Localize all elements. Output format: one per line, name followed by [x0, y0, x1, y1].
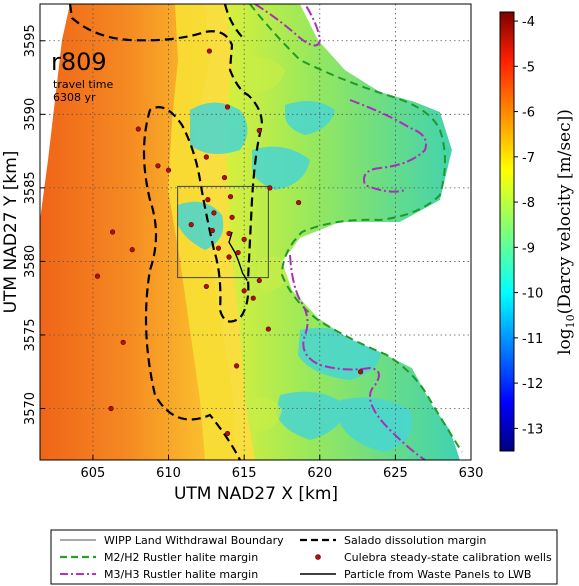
calibration-well	[221, 174, 228, 181]
m2h2-rustler-halite-margin	[249, 4, 463, 453]
colorbar-tick-label: -5	[522, 60, 535, 75]
calibration-well	[129, 247, 135, 253]
calibration-well	[109, 229, 116, 235]
calibration-well	[227, 194, 234, 200]
legend-label: M3/H3 Rustler halite margin	[104, 568, 258, 581]
legend-item: M2/H2 Rustler halite margin	[60, 551, 258, 564]
y-tick-label: 3575	[23, 318, 38, 351]
y-tick-label: 3570	[23, 392, 38, 425]
legend-label: M2/H2 Rustler halite margin	[104, 551, 258, 564]
calibration-well	[108, 405, 114, 412]
calibration-well	[135, 126, 141, 132]
calibration-well	[296, 199, 302, 206]
travel-time-value: 6308 yr	[53, 91, 96, 104]
calibration-well	[358, 369, 364, 375]
map-plot-area	[40, 4, 471, 460]
run-label: r809	[51, 48, 107, 76]
colorbar-tick-label: -4	[522, 15, 535, 30]
colorbar: -4 -5 -6 -7 -8 -9 -10 -11 -12 -13 log10(Darcy vel…	[499, 11, 577, 452]
colorbar-tick-label: -11	[522, 332, 543, 347]
legend-label: WIPP Land Withdrawal Boundary	[104, 534, 284, 547]
y-tick-label: 3590	[23, 98, 38, 131]
calibration-well	[250, 295, 256, 301]
calibration-well	[165, 167, 172, 173]
colorbar-tick-label: -9	[522, 241, 535, 256]
calibration-well	[224, 430, 231, 437]
velocity-mid-patches	[240, 56, 290, 432]
particle-path-waste-panels-to-lwb	[228, 231, 248, 281]
legend-item: Salado dissolution margin	[300, 534, 486, 547]
salado-dissolution-margin	[68, 4, 264, 460]
legend-item: M3/H3 Rustler halite margin	[60, 568, 258, 581]
calibration-well	[188, 222, 194, 228]
wipp-land-withdrawal-boundary	[177, 185, 269, 279]
calibration-well	[211, 210, 217, 216]
salado-dissolution-margin-north	[223, 4, 246, 41]
y-axis-label: UTM NAD27 Y [km]	[1, 151, 21, 314]
x-tick-label: 615	[232, 466, 257, 481]
calibration-well	[235, 249, 241, 256]
colorbar-tick-label: -8	[522, 196, 535, 211]
calibration-wells	[94, 48, 364, 437]
calibration-well	[203, 283, 209, 290]
no-data-west	[40, 4, 70, 220]
colorbar-tick-label: -12	[522, 377, 543, 392]
x-tick-label: 625	[383, 466, 408, 481]
colorbar-label: log10(Darcy velocity [m/sec])	[555, 109, 577, 355]
calibration-well	[256, 277, 262, 284]
legend-label: Particle from Waste Panels to LWB	[344, 568, 531, 581]
velocity-field-east	[225, 4, 460, 460]
x-tick-label: 620	[307, 466, 332, 481]
x-tick-label: 605	[81, 466, 106, 481]
colorbar-tick-label: -10	[522, 287, 543, 302]
legend-item: WIPP Land Withdrawal Boundary	[60, 534, 284, 547]
calibration-well	[209, 227, 215, 234]
calibration-well	[256, 127, 262, 134]
x-tick-label: 630	[459, 466, 484, 481]
calibration-well	[229, 214, 235, 220]
calibration-well	[241, 288, 247, 294]
calibration-well	[155, 163, 161, 169]
colorbar-tick-label: -6	[522, 106, 535, 121]
y-tick-label: 3585	[23, 171, 38, 204]
colorbar-tick-label: -13	[522, 422, 543, 437]
legend-item: Particle from Waste Panels to LWB	[300, 568, 531, 581]
calibration-well	[265, 326, 271, 332]
x-tick-label: 610	[156, 466, 181, 481]
m3h3-rustler-halite-margin	[254, 4, 427, 460]
calibration-well	[203, 154, 209, 160]
travel-time-label: travel time	[53, 78, 113, 91]
calibration-well	[206, 48, 212, 54]
x-axis-ticks: 605 610 615 620 625 630	[81, 455, 484, 481]
legend-label: Culebra steady-state calibration wells	[344, 551, 552, 564]
legend: WIPP Land Withdrawal Boundary Salado diss…	[50, 529, 558, 585]
y-tick-label: 3580	[23, 245, 38, 278]
calibration-well	[224, 104, 231, 110]
calibration-well	[205, 197, 211, 203]
legend-label: Salado dissolution margin	[344, 534, 486, 547]
colorbar-tick-label: -7	[522, 151, 535, 166]
x-axis-label: UTM NAD27 X [km]	[174, 484, 338, 504]
calibration-well	[120, 339, 126, 345]
y-tick-label: 3595	[23, 24, 38, 57]
calibration-well	[233, 363, 240, 369]
plot-frame	[39, 3, 472, 461]
calibration-well	[226, 254, 232, 260]
calibration-well	[226, 230, 232, 237]
legend-swatch	[315, 554, 321, 560]
colorbar-ticks: -4 -5 -6 -7 -8 -9 -10 -11 -12 -13	[514, 15, 543, 437]
no-data-east	[282, 4, 471, 460]
y-axis-ticks: 3570 3575 3580 3585 3590 3595	[23, 24, 45, 425]
calibration-well	[267, 185, 273, 191]
colorbar-gradient	[499, 11, 515, 452]
calibration-well	[215, 245, 222, 251]
calibration-well	[241, 236, 247, 242]
calibration-well	[94, 273, 101, 279]
legend-item: Culebra steady-state calibration wells	[315, 551, 552, 564]
